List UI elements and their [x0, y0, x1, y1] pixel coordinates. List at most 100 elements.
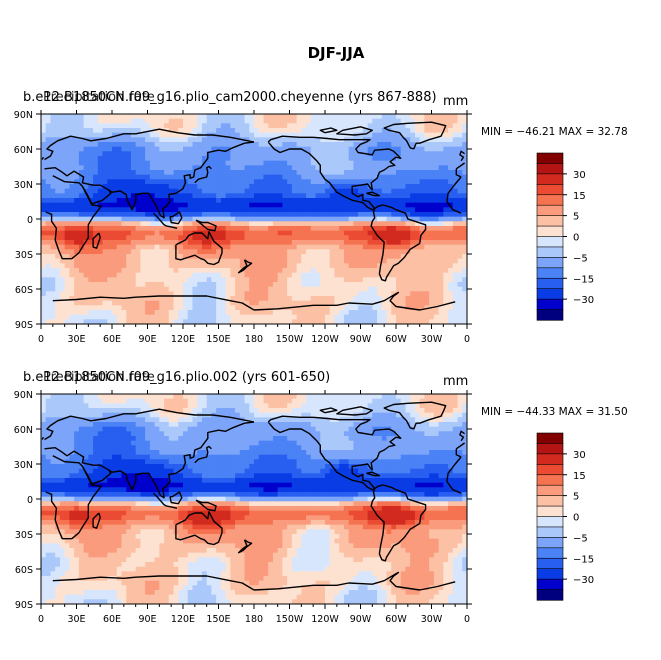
- colorbar-box: [536, 163, 564, 175]
- coastlines: [41, 121, 466, 311]
- coastline: [195, 499, 217, 512]
- colorbar-box: [536, 298, 564, 311]
- coastline: [370, 204, 427, 282]
- y-tick-label: 30S: [15, 250, 33, 261]
- colorbar-box: [536, 236, 564, 248]
- x-tick-label: 60E: [103, 334, 121, 345]
- coastline: [366, 191, 381, 197]
- colorbar-box: [536, 225, 564, 238]
- y-tick-label: 90S: [15, 600, 33, 611]
- panel-title-overlap: Precipitation rate: [43, 90, 155, 105]
- colorbar-label: −5: [573, 253, 588, 264]
- y-tick-label: 0: [27, 495, 33, 506]
- coastline: [237, 539, 253, 554]
- colorbar-box: [536, 152, 564, 165]
- colorbar-label: 30: [573, 450, 586, 461]
- x-tick-label: 0: [38, 614, 44, 625]
- x-tick-label: 30E: [67, 334, 85, 345]
- x-tick-label: 150E: [206, 334, 230, 345]
- x-tick-label: 0: [464, 334, 470, 345]
- y-tick-label: 60S: [15, 565, 33, 576]
- panel-units: mm: [443, 94, 468, 109]
- coastline: [44, 128, 466, 170]
- coastline: [175, 511, 223, 546]
- colorbar-box: [536, 453, 564, 465]
- y-tick-label: 30N: [14, 460, 33, 471]
- colorbar-box: [536, 557, 564, 570]
- coastline: [41, 430, 465, 442]
- x-tick-label: 60W: [385, 334, 407, 345]
- colorbar-box: [536, 432, 564, 445]
- colorbar-box: [536, 173, 564, 185]
- colorbar-box: [536, 215, 564, 227]
- colorbar-label: 0: [573, 233, 579, 244]
- coastline: [52, 291, 456, 311]
- colorbar-label: 5: [573, 212, 579, 223]
- x-tick-label: 90E: [138, 614, 156, 625]
- colorbar-label: −15: [573, 274, 594, 285]
- panel-title-left: b.e12.B1850CN.f09_g16.plio_cam2000.cheye…: [23, 90, 437, 105]
- colorbar-box: [536, 246, 564, 258]
- colorbar-label: 0: [573, 513, 579, 524]
- x-tick-label: 120E: [171, 334, 195, 345]
- coastline: [336, 406, 373, 416]
- coastline: [194, 445, 212, 464]
- coastline: [81, 185, 112, 205]
- coastline: [267, 135, 402, 211]
- coastline: [267, 415, 402, 491]
- x-tick-label: 150E: [206, 614, 230, 625]
- x-tick-label: 0: [38, 334, 44, 345]
- y-tick-label: 30S: [15, 530, 33, 541]
- coastline: [319, 127, 338, 134]
- x-tick-label: 120W: [311, 334, 339, 345]
- x-tick-label: 0: [464, 614, 470, 625]
- coastline: [237, 259, 253, 274]
- x-tick-label: 30E: [67, 614, 85, 625]
- colorbar-box: [536, 184, 564, 196]
- x-tick-label: 90W: [350, 614, 372, 625]
- y-tick-label: 90S: [15, 320, 33, 331]
- coastline: [336, 126, 373, 136]
- x-tick-label: 150W: [276, 614, 304, 625]
- coastline: [169, 211, 183, 225]
- coastline: [92, 512, 101, 529]
- coastline: [194, 165, 212, 184]
- colorbar-box: [536, 547, 564, 559]
- x-tick-label: 30W: [421, 614, 443, 625]
- panel-title-left: b.e12.B1850CN.f09_g16.plio.002 (yrs 601-…: [23, 370, 330, 385]
- coastline: [383, 401, 447, 430]
- coastline: [44, 421, 462, 499]
- colorbar-box: [536, 537, 564, 549]
- colorbar-box: [536, 443, 564, 455]
- colorbar-box: [536, 204, 564, 217]
- panel-units: mm: [443, 374, 468, 389]
- y-tick-label: 60N: [14, 425, 33, 436]
- y-tick-label: 90N: [14, 110, 33, 121]
- y-tick-label: 60S: [15, 285, 33, 296]
- colorbar-label: −5: [573, 533, 588, 544]
- colorbar-box: [536, 516, 564, 528]
- coastline: [175, 231, 223, 266]
- x-tick-label: 60E: [103, 614, 121, 625]
- coastline: [152, 492, 178, 509]
- colorbar-box: [536, 474, 564, 486]
- coastline: [152, 212, 178, 229]
- colorbar-label: 30: [573, 170, 586, 181]
- colorbar-label: −30: [573, 295, 594, 306]
- x-tick-label: 30W: [421, 334, 443, 345]
- colorbar-box: [536, 589, 564, 601]
- figure-title: DJF-JJA: [308, 44, 365, 62]
- coastline: [195, 219, 217, 232]
- coastline: [41, 150, 465, 162]
- colorbar-box: [536, 568, 564, 580]
- x-tick-label: 120W: [311, 614, 339, 625]
- x-tick-label: 120E: [171, 614, 195, 625]
- coastline: [370, 484, 427, 562]
- colorbar-box: [536, 526, 564, 538]
- x-tick-label: 150W: [276, 334, 304, 345]
- colorbar-box: [536, 464, 564, 476]
- x-tick-label: 60W: [385, 614, 407, 625]
- colorbar-box: [536, 257, 564, 269]
- min-max-label: MIN = −44.33 MAX = 31.50: [481, 406, 628, 418]
